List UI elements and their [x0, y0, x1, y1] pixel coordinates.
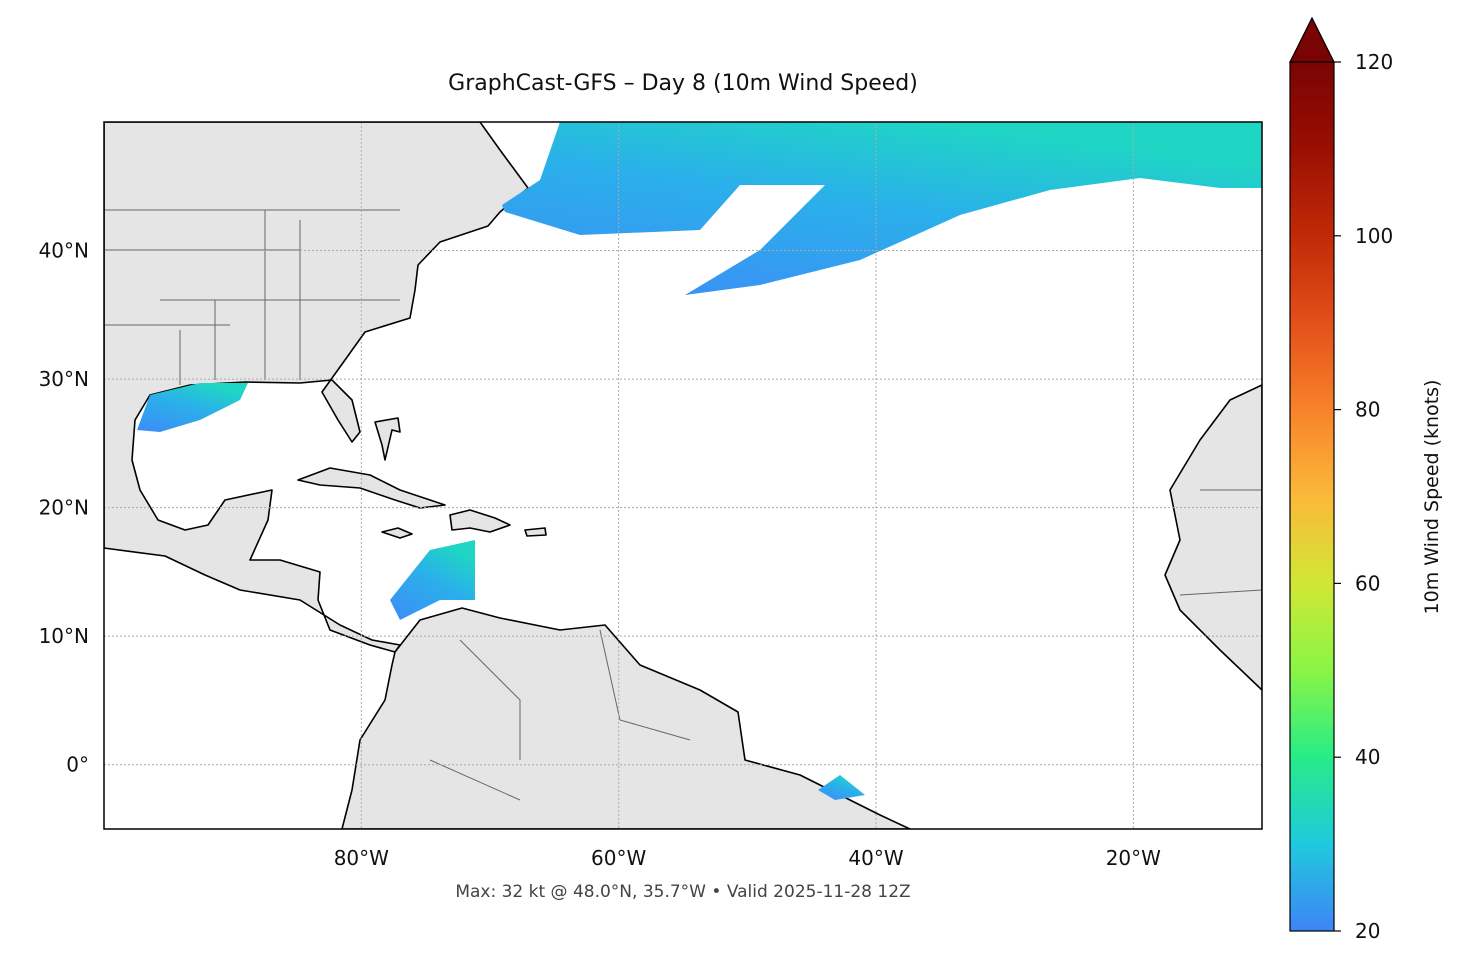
x-tick-label: 60°W	[591, 846, 646, 870]
colorbar-tick-label: 20	[1355, 919, 1380, 943]
axis-layer: 80°W 60°W 40°W 20°W 0° 10°N 20°N 30°N 40°N	[39, 239, 1162, 870]
y-tick-label: 20°N	[39, 496, 89, 520]
y-tick-label: 30°N	[39, 367, 89, 391]
colorbar-tick-label: 100	[1355, 224, 1393, 248]
colorbar-tick-label: 40	[1355, 745, 1380, 769]
map-title: GraphCast-GFS – Day 8 (10m Wind Speed)	[448, 71, 918, 96]
wind-field-brazil	[818, 775, 865, 800]
country-borders	[429, 489, 1262, 801]
land-cuba	[297, 467, 446, 509]
land-africa	[1164, 384, 1262, 691]
map-frame	[103, 121, 1263, 830]
colorbar-extend	[1289, 16, 1335, 63]
grid-layer	[104, 122, 1262, 829]
state-borders	[104, 209, 400, 385]
land-puerto-rico	[524, 527, 547, 537]
wind-field-north-atlantic	[502, 122, 1262, 295]
borders	[104, 209, 1262, 801]
y-tick-label: 40°N	[39, 239, 89, 263]
wind-field-gulf	[137, 383, 248, 432]
land-north-america	[104, 122, 529, 653]
map-body	[104, 122, 1262, 829]
land-south-america	[341, 607, 911, 829]
y-tick-label: 0°	[66, 753, 89, 777]
land-bahamas	[374, 417, 401, 461]
colorbar: 20 40 60 80 100 120	[1289, 16, 1393, 943]
land-jamaica	[381, 527, 413, 539]
colorbar-bar	[1289, 61, 1335, 932]
colorbar-tick-label: 120	[1355, 50, 1393, 74]
x-tick-label: 20°W	[1106, 846, 1161, 870]
colorbar-label: 10m Wind Speed (knots)	[1421, 380, 1443, 615]
land-hispaniola	[449, 509, 511, 533]
colorbar-tick-label: 60	[1355, 571, 1380, 595]
y-tick-label: 10°N	[39, 624, 89, 648]
x-tick-label: 80°W	[334, 846, 389, 870]
x-tick-label: 40°W	[848, 846, 903, 870]
colorbar-tick-label: 80	[1355, 398, 1380, 422]
map-note: Max: 32 kt @ 48.0°N, 35.7°W • Valid 2025…	[455, 882, 910, 902]
wind-field-caribbean	[390, 540, 475, 620]
